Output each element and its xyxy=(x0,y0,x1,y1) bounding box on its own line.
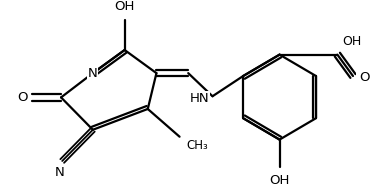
Text: OH: OH xyxy=(114,0,135,13)
Text: OH: OH xyxy=(342,35,361,48)
Text: N: N xyxy=(88,67,98,80)
Text: O: O xyxy=(359,71,369,84)
Text: CH₃: CH₃ xyxy=(186,139,208,152)
Text: O: O xyxy=(17,91,28,104)
Text: OH: OH xyxy=(270,174,290,187)
Text: HN: HN xyxy=(190,92,209,105)
Text: N: N xyxy=(54,166,64,179)
